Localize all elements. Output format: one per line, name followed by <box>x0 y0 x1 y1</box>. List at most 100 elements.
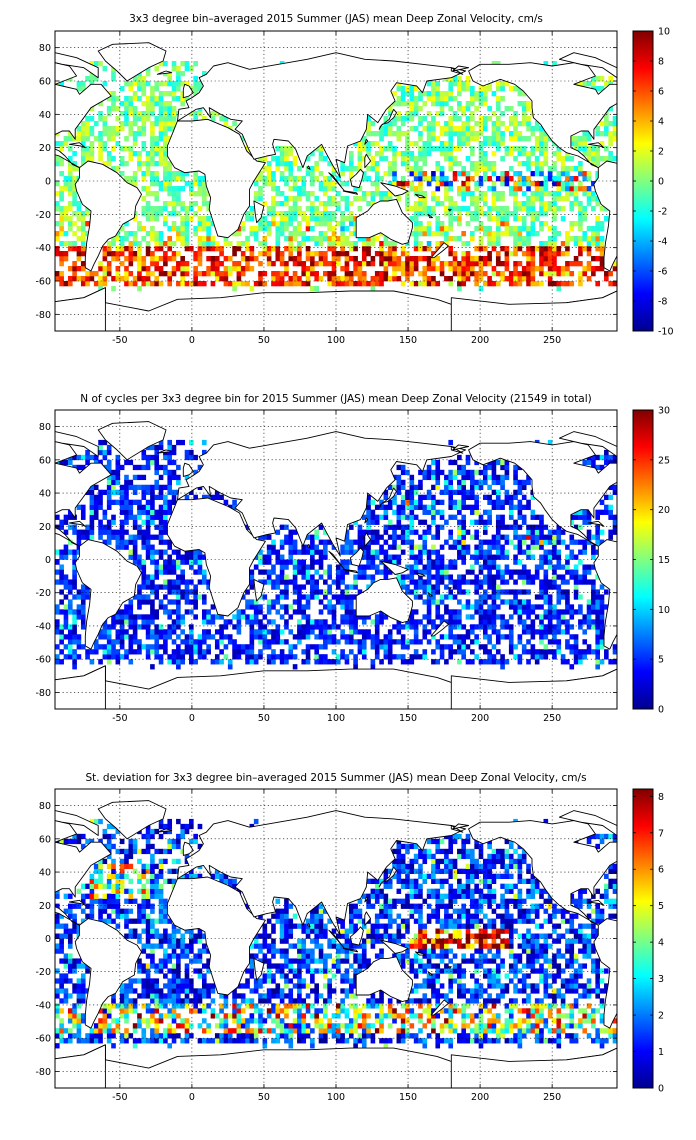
data-cell <box>353 619 358 625</box>
data-cell <box>426 211 432 217</box>
data-cell <box>478 594 484 600</box>
data-cell <box>556 156 562 162</box>
data-cell <box>500 81 505 87</box>
data-cell <box>176 196 181 202</box>
data-cell <box>119 519 125 525</box>
data-cell <box>465 271 471 277</box>
data-cell <box>63 141 69 147</box>
data-cell <box>530 196 536 202</box>
data-cell <box>569 221 575 227</box>
data-cell <box>591 196 596 202</box>
data-cell <box>128 241 134 247</box>
data-cell <box>158 474 164 481</box>
data-cell <box>180 654 185 660</box>
data-cell <box>124 529 129 535</box>
data-cell <box>431 86 436 92</box>
data-cell <box>119 644 125 650</box>
data-cell <box>171 569 177 575</box>
data-cell <box>539 559 544 565</box>
data-cell <box>89 484 95 491</box>
data-cell <box>184 181 190 187</box>
data-cell <box>258 549 263 555</box>
data-cell <box>547 539 553 545</box>
data-cell <box>418 619 423 625</box>
data-cell <box>405 619 410 625</box>
data-cell <box>405 116 410 122</box>
data-cell <box>141 574 147 580</box>
data-cell <box>176 479 181 486</box>
data-cell <box>409 514 415 520</box>
data-cell <box>167 614 173 620</box>
data-cell <box>431 136 436 142</box>
data-cell <box>482 609 488 615</box>
data-cell <box>461 186 466 192</box>
data-cell <box>132 251 138 257</box>
data-cell <box>374 171 380 177</box>
data-cell <box>163 564 168 570</box>
data-cell <box>431 211 436 217</box>
data-cell <box>586 614 592 620</box>
data-cell <box>210 241 216 247</box>
data-cell <box>119 619 125 625</box>
data-cell <box>150 604 155 610</box>
data-cell <box>405 256 410 262</box>
data-cell <box>340 251 345 257</box>
data-cell <box>279 281 285 287</box>
data-cell <box>102 161 108 167</box>
data-cell <box>452 619 458 625</box>
data-cell <box>67 276 73 282</box>
data-cell <box>457 634 462 640</box>
data-cell <box>409 549 415 555</box>
data-cell <box>361 554 367 560</box>
data-cell <box>465 604 471 610</box>
data-cell <box>573 579 579 585</box>
data-cell <box>513 131 518 137</box>
data-cell <box>63 644 69 650</box>
data-cell <box>323 644 328 650</box>
data-cell <box>374 629 380 635</box>
data-cell <box>444 206 449 212</box>
data-cell <box>141 519 147 525</box>
data-cell <box>599 604 605 610</box>
data-cell <box>305 599 311 605</box>
data-cell <box>608 659 613 665</box>
data-cell <box>552 201 557 207</box>
data-cell <box>422 549 428 555</box>
data-cell <box>318 201 324 207</box>
data-cell <box>154 654 160 660</box>
data-cell <box>167 634 173 640</box>
data-cell <box>128 281 134 287</box>
data-cell <box>106 271 112 277</box>
data-cell <box>55 629 60 635</box>
data-cell <box>236 266 242 272</box>
data-cell <box>262 569 268 575</box>
data-cell <box>487 161 492 167</box>
data-cell <box>132 614 138 620</box>
data-cell <box>106 629 112 635</box>
data-cell <box>262 236 268 242</box>
data-cell <box>431 146 436 152</box>
landmass <box>156 70 173 75</box>
data-cell <box>586 509 592 515</box>
data-cell <box>340 221 345 227</box>
data-cell <box>171 211 177 217</box>
data-cell <box>249 599 255 605</box>
data-cell <box>495 101 501 107</box>
data-cell <box>491 579 497 585</box>
data-cell <box>361 639 367 645</box>
data-cell <box>474 206 479 212</box>
data-cell <box>137 554 142 560</box>
data-cell <box>435 624 441 630</box>
data-cell <box>310 619 315 625</box>
data-cell <box>301 569 307 575</box>
data-cell <box>370 564 376 570</box>
data-cell <box>569 176 575 182</box>
data-cell <box>89 276 95 282</box>
data-cell <box>539 251 544 257</box>
data-cell <box>608 484 613 491</box>
data-cell <box>452 76 458 82</box>
data-cell <box>426 81 432 87</box>
data-cell <box>400 181 406 187</box>
data-cell <box>124 459 129 466</box>
data-cell <box>154 136 160 142</box>
